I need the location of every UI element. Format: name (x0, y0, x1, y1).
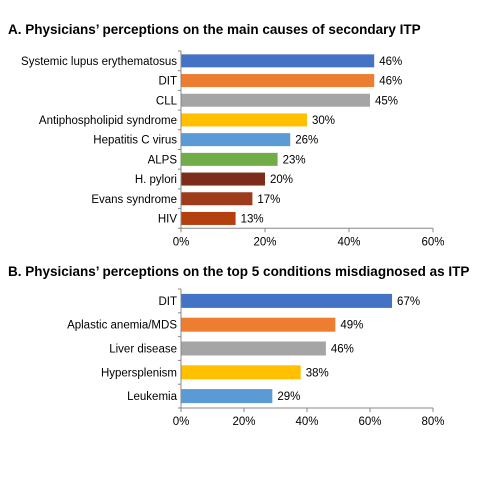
x-tick-label: 20% (232, 416, 255, 428)
category-label: HIV (158, 213, 178, 225)
category-label: Liver disease (109, 344, 177, 356)
chart-a-title: A. Physicians’ perceptions on the main c… (8, 22, 421, 37)
bar-8 (181, 192, 253, 206)
value-label: 38% (306, 367, 329, 379)
value-label: 45% (375, 95, 398, 107)
value-label: 49% (340, 320, 363, 332)
category-label: H. pylori (135, 174, 177, 186)
value-label: 20% (270, 174, 293, 186)
value-label: 17% (257, 194, 280, 206)
x-tick-label: 60% (358, 416, 381, 428)
bar-1 (181, 293, 393, 308)
bar-7 (181, 172, 265, 186)
value-label: 13% (241, 213, 264, 225)
bar-9 (181, 211, 236, 225)
chart-a: Systemic lupus erythematosus 46% DIT 46% CLL… (21, 50, 445, 248)
value-label: 67% (397, 296, 420, 308)
x-tick-label: 20% (253, 236, 276, 248)
bar-3 (181, 341, 326, 356)
chart-b-title: B. Physicians’ perceptions on the top 5 … (8, 264, 470, 279)
bar-5 (181, 133, 291, 147)
bar-2 (181, 74, 375, 88)
x-tick-label: 60% (421, 236, 444, 248)
value-label: 46% (379, 56, 402, 68)
bar-4 (181, 113, 307, 127)
x-tick-label: 80% (421, 416, 444, 428)
value-label: 46% (331, 344, 354, 356)
value-label: 46% (379, 76, 402, 88)
value-label: 23% (283, 154, 306, 166)
category-label: Systemic lupus erythematosus (21, 56, 177, 68)
category-label: ALPS (148, 154, 178, 166)
category-label: Hepatitis C virus (93, 135, 177, 147)
x-tick-label: 40% (337, 236, 360, 248)
x-tick-label: 40% (295, 416, 318, 428)
bar-1 (181, 54, 375, 68)
bar-2 (181, 317, 336, 332)
category-label: Leukemia (127, 391, 177, 403)
category-label: Evans syndrome (91, 194, 177, 206)
value-label: 29% (277, 391, 300, 403)
category-label: Hypersplenism (101, 367, 177, 379)
value-label: 30% (312, 115, 335, 127)
category-label: CLL (156, 95, 178, 107)
x-tick-label: 0% (173, 236, 190, 248)
bar-4 (181, 365, 301, 380)
bar-6 (181, 152, 278, 166)
value-label: 26% (295, 135, 318, 147)
category-label: DIT (158, 296, 177, 308)
category-label: Antiphospholipid syndrome (39, 115, 177, 127)
category-label: DIT (158, 76, 177, 88)
category-label: Aplastic anemia/MDS (67, 320, 177, 332)
bar-3 (181, 93, 370, 107)
x-tick-label: 0% (173, 416, 190, 428)
bar-5 (181, 389, 273, 404)
